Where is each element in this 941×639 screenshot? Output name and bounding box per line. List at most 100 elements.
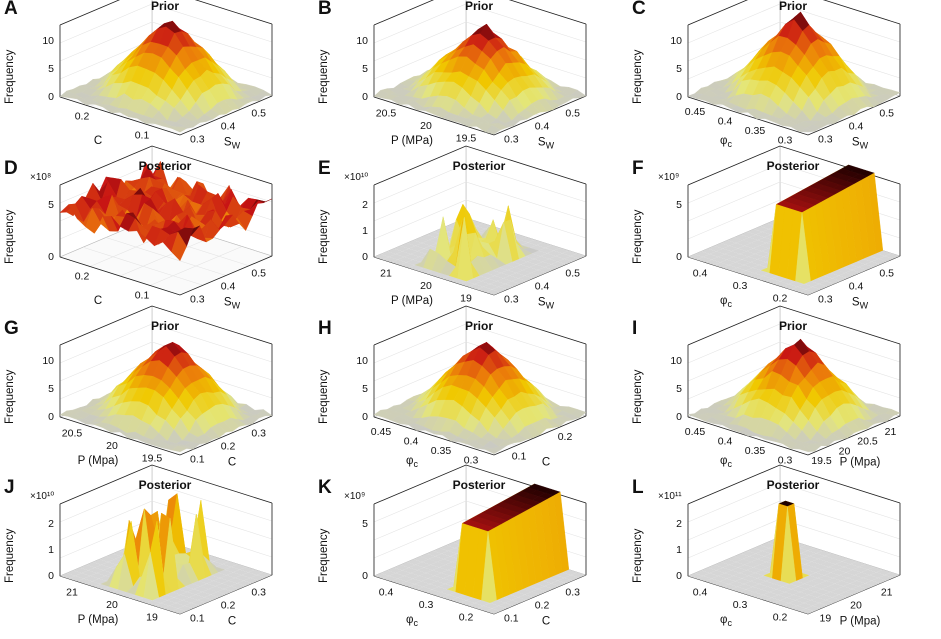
surface-cell [404, 573, 420, 579]
surface-cell [224, 586, 240, 592]
x-tick-label: 0.4 [849, 281, 864, 293]
surface-cell [836, 586, 852, 592]
z-tick-label: 0 [362, 251, 368, 263]
surface-plot-a: 0 5 10 0.3 0.4 0.5 0.2 0.1 SW C [42, 0, 273, 151]
surface-cell [703, 254, 719, 260]
surface-cell [817, 575, 833, 581]
surface-d [59, 160, 273, 262]
z-tick-label: 1 [48, 544, 54, 556]
y-tick-label: 0.3 [733, 280, 748, 292]
surface-cell [542, 258, 558, 265]
surface-cell [528, 239, 544, 246]
surface-cell [846, 569, 862, 576]
y-tick-label: 0.3 [464, 454, 479, 466]
surface-cell [519, 237, 535, 243]
x-tick-label: 0.2 [221, 441, 236, 453]
surface-cell [485, 608, 501, 614]
surface-cell [85, 581, 101, 587]
surface-cell [688, 573, 704, 579]
surface-cell [850, 580, 866, 587]
panel-title: Prior [464, 0, 494, 13]
surface-cell [805, 561, 821, 568]
grid-line [119, 236, 213, 277]
surface-cell [457, 594, 473, 601]
grid-line [373, 341, 587, 382]
y-tick-label: 20.5 [376, 107, 397, 119]
surface-cell [841, 578, 857, 584]
surface-cell [402, 567, 418, 574]
surface-cell [551, 580, 567, 587]
surface-cell [439, 564, 455, 571]
surface-cell [797, 603, 813, 609]
tick-labels: 0 5 0.3 0.4 0.5 0.4 0.3 0.2 [676, 199, 894, 305]
x-tick-label: 0.5 [879, 268, 894, 280]
y-tick-label: 0.3 [778, 134, 793, 146]
surface-cell [485, 289, 501, 295]
y-tick-label: 0.3 [778, 454, 793, 466]
surface-cell [498, 602, 514, 609]
surface-cell [549, 256, 565, 262]
surface-cell [803, 556, 819, 562]
surface-cell [399, 262, 415, 268]
y-tick-label: 20 [420, 120, 432, 132]
grid-line [687, 3, 901, 44]
z-tick-label: 0 [48, 411, 54, 423]
surface-cell [440, 589, 456, 595]
surface-cell [81, 570, 97, 576]
surface-cell [437, 559, 453, 565]
box-edge [59, 145, 273, 186]
x-tick-label: 0.5 [251, 268, 266, 280]
surface-plot-b: 0 5 10 0.3 0.4 0.5 20.5 20 19.5 SW P (MPa) [356, 0, 587, 151]
surface-cell [391, 578, 407, 585]
surface-cell [720, 578, 736, 585]
surface-cell [235, 575, 251, 581]
panel-letter: F [632, 158, 644, 179]
x-tick-label: 0.2 [558, 431, 573, 443]
surface-cell [400, 243, 416, 249]
surface-cell [412, 575, 428, 582]
surface-cell [816, 550, 832, 557]
surface-cell [182, 597, 198, 603]
surface-cell [374, 573, 390, 579]
surface-cell [749, 553, 765, 560]
base-axes [687, 95, 901, 136]
surface-cell [399, 581, 415, 587]
surface-cell [776, 586, 792, 593]
surface-cell [746, 586, 762, 593]
surface-cell [94, 564, 110, 571]
surface-cell [746, 267, 762, 274]
y-tick-label: 21 [380, 267, 392, 279]
surface-cell [511, 597, 527, 603]
surface-cell [490, 281, 506, 287]
surface-cell [507, 267, 523, 273]
surface-cell [570, 253, 586, 259]
surface-cell [423, 584, 439, 590]
z-tick-label: 0 [676, 251, 682, 263]
surface-i [687, 338, 901, 452]
y-tick-label: 20 [106, 599, 118, 611]
x-tick-label: 20.5 [857, 436, 878, 448]
z-tick-label: 10 [670, 35, 682, 47]
surface-cell [551, 261, 567, 268]
surface-cell [727, 556, 743, 562]
surface-cell [771, 275, 787, 282]
surface-cell [170, 445, 188, 453]
surface-cell [208, 586, 224, 592]
surface-cell [420, 553, 436, 560]
surface-cell [451, 597, 467, 604]
base-axes [59, 255, 273, 296]
surface-cell [426, 550, 442, 557]
surface-cell [524, 272, 540, 279]
surface-cell [756, 275, 772, 282]
surface-cell [422, 240, 438, 246]
z-tick-label: 5 [676, 383, 682, 395]
x-tick-label: 0.4 [849, 121, 864, 133]
y-tick-label: 20.5 [62, 427, 83, 439]
surface-cell [430, 561, 446, 568]
surface-cell [492, 286, 508, 293]
surface-cell [782, 603, 798, 609]
surface-cell [402, 248, 418, 255]
surface-c [687, 11, 901, 133]
surface-cell [145, 600, 161, 606]
scale-exponent: ×10⁸ [30, 172, 52, 183]
